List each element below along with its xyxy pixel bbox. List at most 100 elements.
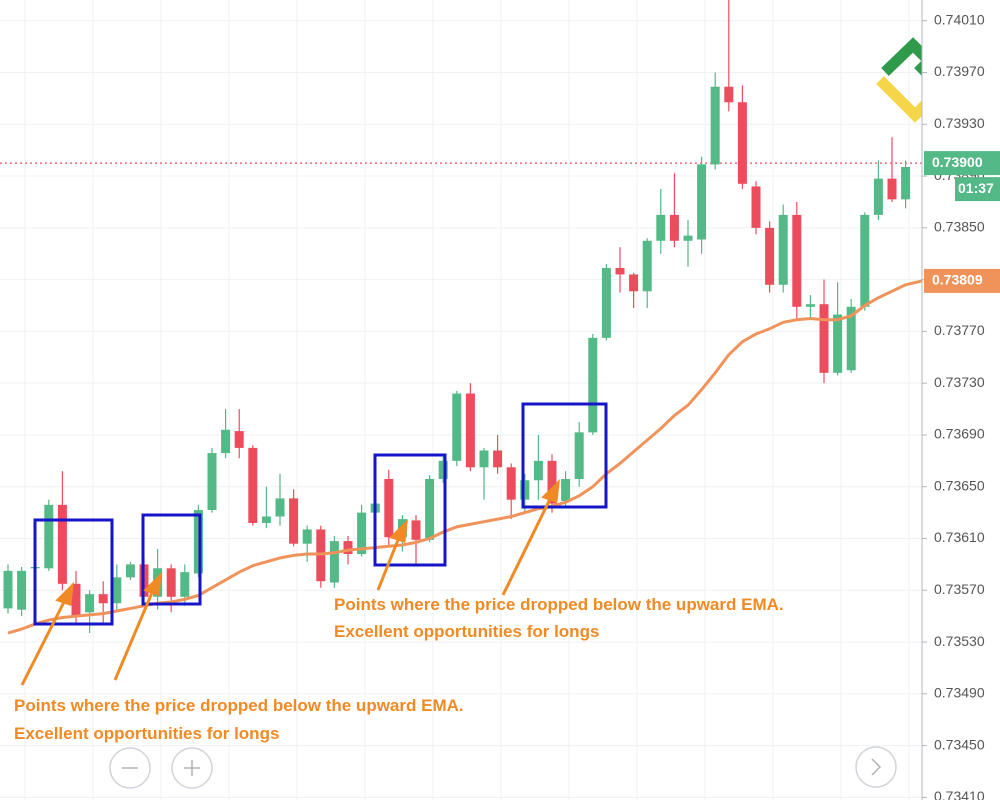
candle-body — [180, 572, 190, 597]
y-tick-label: 0.73770 — [934, 322, 985, 338]
candle-body — [901, 166, 911, 200]
candle-body — [112, 577, 122, 604]
arrow — [20, 597, 68, 686]
candle-body — [873, 178, 883, 215]
price-axis-labels: 0.73410 0.73450 0.73490 0.73530 0.73570 0.736… — [922, 11, 1000, 800]
candle-body — [193, 510, 203, 574]
scroll-right-button[interactable] — [855, 746, 897, 788]
ema-extension — [905, 279, 923, 287]
candle-body — [234, 431, 244, 448]
y-tick-label: 0.73850 — [934, 219, 985, 235]
candle-body — [166, 568, 176, 597]
candle-body — [425, 478, 435, 540]
candle-body — [343, 541, 353, 555]
candle-body — [642, 240, 652, 292]
annotation: Points where the price dropped below the… — [334, 595, 784, 614]
candle-body — [85, 594, 95, 613]
candle-body — [737, 102, 747, 184]
annotation: Excellent opportunities for longs — [14, 724, 279, 743]
candle-body — [792, 214, 802, 307]
candle-body — [3, 570, 13, 609]
y-tick-label: 0.73690 — [934, 426, 985, 442]
box — [33, 518, 114, 626]
highlight-boxes — [33, 402, 608, 626]
candle-body — [261, 516, 271, 523]
candle-body — [588, 337, 598, 433]
candle-body — [207, 453, 217, 511]
box — [373, 453, 447, 567]
candle-body — [302, 529, 312, 544]
candle-body — [357, 512, 367, 555]
arrow-head — [541, 478, 560, 504]
candle-body — [656, 214, 666, 241]
arrow-head — [389, 518, 408, 544]
arrow-head — [143, 571, 162, 597]
candle-body — [751, 186, 761, 228]
y-tick-label: 0.73570 — [934, 581, 985, 597]
price-axis — [922, 0, 1000, 800]
last-price-tag — [924, 151, 1000, 176]
candle-body — [778, 214, 788, 285]
y-tick-label: 0.73610 — [934, 529, 985, 545]
candle-body — [452, 393, 462, 461]
candle-body — [601, 267, 611, 338]
candle-body — [438, 460, 448, 479]
candle-body — [561, 478, 571, 501]
ema-price-tag — [924, 268, 1000, 293]
y-tick-label: 0.73530 — [934, 633, 985, 649]
y-tick-label: 0.74010 — [934, 11, 985, 27]
box — [141, 513, 202, 606]
candle-body — [98, 594, 108, 604]
candle-body — [697, 164, 707, 240]
candle-body — [479, 450, 489, 468]
candle-body — [669, 214, 679, 241]
candle-body — [574, 432, 584, 479]
grid — [0, 0, 922, 800]
candle-body — [125, 564, 135, 578]
candle-body — [629, 274, 639, 292]
candle-body — [289, 498, 299, 544]
y-tick-label: 0.73410 — [934, 788, 985, 800]
annotation: Excellent opportunities for longs — [334, 622, 599, 641]
countdown-label: 01:37 — [958, 180, 994, 196]
ema-price-label: 0.73809 — [932, 272, 983, 288]
last-price-label: 0.73900 — [932, 154, 983, 170]
candle-body — [493, 450, 503, 468]
box — [521, 402, 608, 509]
candle-body — [765, 227, 775, 285]
icon — [871, 758, 882, 776]
y-tick-label: 0.73450 — [934, 736, 985, 752]
candle-body — [384, 478, 394, 538]
candle-body — [275, 498, 285, 517]
candle-body — [683, 235, 693, 241]
arrows — [20, 478, 560, 686]
candle-body — [57, 504, 67, 584]
candle-body — [819, 304, 829, 373]
y-tick-label: 0.73930 — [934, 115, 985, 131]
candle-body — [465, 393, 475, 468]
candle-body — [887, 178, 897, 200]
candle-body — [860, 214, 870, 307]
candle-body — [411, 520, 421, 540]
candle-body — [71, 583, 81, 617]
arrow — [376, 534, 402, 591]
candle-body — [615, 267, 625, 275]
arrow-head — [55, 581, 74, 607]
annotation: Points where the price dropped below the… — [14, 696, 464, 715]
candle-body — [710, 86, 720, 165]
candle-body — [520, 480, 530, 500]
arrow — [501, 494, 554, 596]
candle-body — [547, 460, 557, 504]
candle-body — [724, 86, 734, 103]
zoom-controls — [109, 746, 897, 789]
candle-body — [221, 429, 231, 454]
y-tick-label: 0.73730 — [934, 374, 985, 390]
candle-body — [533, 460, 543, 481]
arrow — [113, 587, 156, 681]
candle-body — [846, 306, 856, 371]
countdown-tag — [955, 177, 1000, 202]
candle-body — [44, 504, 54, 569]
